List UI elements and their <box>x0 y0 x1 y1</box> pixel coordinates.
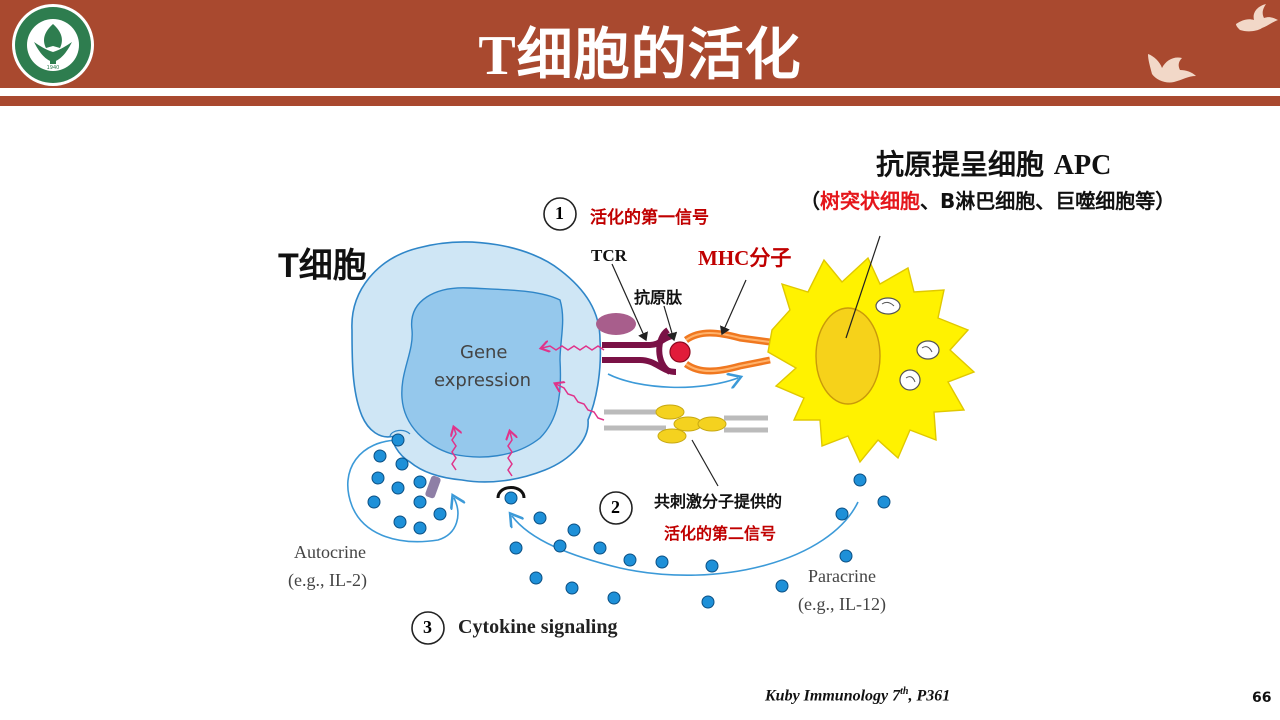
apc-sub-rest: 、B淋巴细胞、巨噬细胞等） <box>920 189 1176 213</box>
page-title: T细胞的活化 <box>478 25 802 87</box>
cytokine-dots <box>367 433 891 609</box>
t-cell-label: T细胞 <box>278 247 367 285</box>
signal-2-number: 2 <box>611 497 620 517</box>
header-banner <box>0 0 1280 88</box>
autocrine-example: (e.g., IL-2) <box>288 570 367 590</box>
apc-sub-open: （ <box>800 189 820 213</box>
paracrine-label: Paracrine <box>808 566 876 586</box>
gene-label-line2: expression <box>434 370 532 391</box>
source-edition-sup: th <box>900 686 909 697</box>
signal-2-label: 活化的第二信号 <box>664 524 777 543</box>
mhc-label: MHC分子 <box>698 242 791 272</box>
cytokine-signaling-label: Cytokine signaling <box>458 616 618 638</box>
antigen-peptide-label: 抗原肽 <box>634 288 683 307</box>
dove-icon <box>1236 4 1278 32</box>
autocrine-label: Autocrine <box>294 542 366 562</box>
t-cell-nucleus <box>401 287 564 458</box>
tcr-label: TCR <box>591 246 627 265</box>
signal-1-number: 1 <box>555 203 564 223</box>
source-citation: Kuby Immunology 7th, P361 <box>765 686 950 705</box>
signal-arrows <box>452 346 605 477</box>
university-logo: 1940 <box>12 4 94 86</box>
source-page: , P361 <box>908 687 951 705</box>
svg-text:1940: 1940 <box>47 65 60 71</box>
gene-label-line1: Gene <box>460 342 508 363</box>
dove-icon-large <box>1148 54 1196 83</box>
apc-nucleus <box>815 307 881 405</box>
apc-examples: （树突状细胞、B淋巴细胞、巨噬细胞等） <box>800 185 1175 214</box>
mhc-label-text: MHC分子 <box>698 246 792 270</box>
signal-3-number: 3 <box>423 617 432 637</box>
antigen-peptide <box>669 341 691 363</box>
header-divider <box>0 96 1280 106</box>
apc-title: 抗原提呈细胞 APC <box>876 143 1111 183</box>
page-number: 66 <box>1252 690 1272 706</box>
apc-title-text: 抗原提呈细胞 <box>876 148 1045 181</box>
costim-label: 共刺激分子提供的 <box>654 492 783 511</box>
paracrine-example: (e.g., IL-12) <box>798 594 886 614</box>
apc-sub-dendritic: 树突状细胞 <box>820 189 920 213</box>
source-title: Kuby Immunology 7 <box>765 687 901 705</box>
signal-1-label: 活化的第一信号 <box>590 208 709 228</box>
apc-abbr: APC <box>1053 150 1112 181</box>
